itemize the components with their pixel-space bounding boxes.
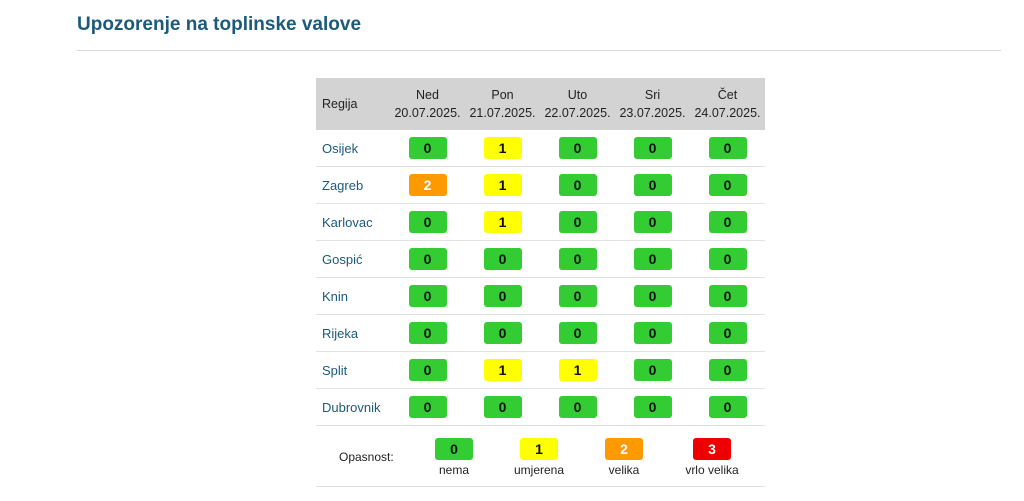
legend-level-badge: 3	[693, 438, 731, 460]
warning-level-badge: 0	[708, 174, 747, 196]
warning-level-badge: 0	[408, 211, 447, 233]
legend-level-badge: 0	[435, 438, 473, 460]
day-name: Čet	[717, 88, 738, 102]
day-column-header: Čet 24.07.2025.	[690, 78, 765, 130]
warning-level-badge: 0	[708, 322, 747, 344]
region-column-header: Regija	[316, 78, 390, 130]
day-name: Uto	[567, 88, 588, 102]
day-date: 21.07.2025.	[469, 106, 536, 120]
warning-level-badge: 0	[708, 248, 747, 270]
warning-level-badge: 0	[558, 248, 597, 270]
warning-level-badge: 0	[558, 285, 597, 307]
warning-level-badge: 0	[558, 322, 597, 344]
legend-label: Opasnost:	[339, 450, 394, 464]
day-name: Sri	[644, 88, 661, 102]
warning-level-badge: 0	[708, 396, 747, 418]
region-link-zagreb[interactable]: Zagreb	[316, 166, 390, 204]
region-link-karlovac[interactable]: Karlovac	[316, 203, 390, 241]
region-link-split[interactable]: Split	[316, 351, 390, 389]
legend-level-text: velika	[608, 463, 640, 477]
warning-level-badge: 0	[408, 359, 447, 381]
region-link-osijek[interactable]: Osijek	[316, 130, 390, 167]
danger-legend: Opasnost: 0 nema 1 umjerena 2 velika 3	[316, 426, 765, 486]
table-row: Knin 0 0 0 0 0	[316, 277, 765, 315]
warning-level-badge: 0	[483, 396, 522, 418]
day-name: Pon	[491, 88, 514, 102]
table-row: Zagreb 2 1 0 0 0	[316, 166, 765, 204]
legend-item: 3 vrlo velika	[672, 438, 752, 477]
table-header-row: Regija Ned 20.07.2025. Pon 21.07.2025. Uto…	[316, 78, 765, 130]
warning-level-badge: 0	[633, 396, 672, 418]
legend-level-text: nema	[438, 463, 470, 477]
table-body: Osijek 0 1 0 0 0 Zagreb 2 1 0 0 0 Karlov…	[316, 130, 765, 487]
warning-level-badge: 0	[558, 137, 597, 159]
day-date: 22.07.2025.	[544, 106, 611, 120]
table-row: Dubrovnik 0 0 0 0 0	[316, 388, 765, 426]
warning-level-badge: 0	[408, 396, 447, 418]
day-date: 23.07.2025.	[619, 106, 686, 120]
warning-level-badge: 0	[483, 248, 522, 270]
day-name: Ned	[416, 88, 439, 102]
table-row: Karlovac 0 1 0 0 0	[316, 203, 765, 241]
day-date: 20.07.2025.	[394, 106, 461, 120]
region-link-knin[interactable]: Knin	[316, 277, 390, 315]
warning-level-badge: 0	[483, 322, 522, 344]
warning-level-badge: 0	[633, 211, 672, 233]
legend-level-text: umjerena	[513, 463, 565, 477]
table-row: Split 0 1 1 0 0	[316, 351, 765, 389]
warning-level-badge: 0	[708, 211, 747, 233]
legend-level-badge: 1	[520, 438, 558, 460]
day-column-header: Ned 20.07.2025.	[390, 78, 465, 130]
warning-level-badge: 1	[483, 137, 522, 159]
warning-level-badge: 0	[558, 211, 597, 233]
region-link-gospic[interactable]: Gospić	[316, 240, 390, 278]
legend-item: 2 velika	[584, 438, 664, 477]
warning-level-badge: 0	[408, 137, 447, 159]
warning-level-badge: 0	[408, 322, 447, 344]
day-date: 24.07.2025.	[694, 106, 761, 120]
warning-level-badge: 0	[558, 396, 597, 418]
title-divider	[77, 50, 1001, 51]
day-column-header: Sri 23.07.2025.	[615, 78, 690, 130]
warning-level-badge: 0	[633, 137, 672, 159]
warning-level-badge: 1	[558, 359, 597, 381]
warning-level-badge: 2	[408, 174, 447, 196]
table-row: Rijeka 0 0 0 0 0	[316, 314, 765, 352]
table-row: Osijek 0 1 0 0 0	[316, 130, 765, 167]
legend-item: 1 umjerena	[499, 438, 579, 477]
warning-level-badge: 0	[633, 174, 672, 196]
warning-level-badge: 0	[633, 248, 672, 270]
day-column-header: Pon 21.07.2025.	[465, 78, 540, 130]
warning-level-badge: 0	[408, 285, 447, 307]
warning-level-badge: 0	[633, 359, 672, 381]
legend-level-badge: 2	[605, 438, 643, 460]
warning-level-badge: 1	[483, 359, 522, 381]
warning-level-badge: 0	[633, 322, 672, 344]
warning-level-badge: 0	[633, 285, 672, 307]
warning-level-badge: 0	[708, 359, 747, 381]
warning-level-badge: 1	[483, 211, 522, 233]
region-link-rijeka[interactable]: Rijeka	[316, 314, 390, 352]
region-link-dubrovnik[interactable]: Dubrovnik	[316, 388, 390, 426]
warning-level-badge: 0	[408, 248, 447, 270]
legend-level-text: vrlo velika	[685, 463, 739, 477]
heatwave-warning-table: Regija Ned 20.07.2025. Pon 21.07.2025. Uto…	[316, 78, 765, 487]
warning-level-badge: 0	[708, 285, 747, 307]
table-row: Gospić 0 0 0 0 0	[316, 240, 765, 278]
legend-item: 0 nema	[414, 438, 494, 477]
warning-level-badge: 0	[558, 174, 597, 196]
warning-level-badge: 0	[708, 137, 747, 159]
page-title: Upozorenje na toplinske valove	[77, 14, 362, 35]
warning-level-badge: 0	[483, 285, 522, 307]
day-column-header: Uto 22.07.2025.	[540, 78, 615, 130]
warning-level-badge: 1	[483, 174, 522, 196]
legend-row: Opasnost: 0 nema 1 umjerena 2 velika 3	[316, 425, 765, 487]
